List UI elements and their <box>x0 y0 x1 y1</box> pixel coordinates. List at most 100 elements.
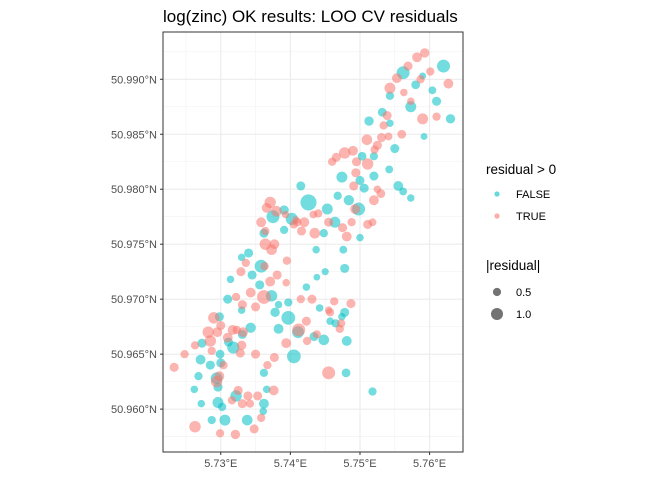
data-point-false <box>341 368 351 378</box>
data-point-false <box>255 280 265 290</box>
data-point-false <box>258 398 269 409</box>
data-point-true <box>261 226 270 236</box>
data-point-false <box>411 80 421 90</box>
data-point-true <box>208 312 220 324</box>
legend-size-title: |residual| <box>486 258 540 273</box>
data-point-false <box>247 270 257 280</box>
plot-panel <box>162 31 464 453</box>
y-tick-label: 50.985°N <box>111 129 157 141</box>
data-point-true <box>190 341 200 350</box>
y-tick-label: 50.970°N <box>111 294 157 306</box>
data-point-true <box>261 202 272 213</box>
data-point-true <box>210 375 223 388</box>
data-point-false <box>259 407 267 416</box>
data-point-false <box>338 313 346 321</box>
data-point-true <box>338 223 348 233</box>
data-point-true <box>281 210 290 219</box>
data-point-false <box>279 225 289 235</box>
data-point-false <box>313 273 321 281</box>
data-point-true <box>403 61 413 71</box>
legend-key-true <box>494 213 500 219</box>
data-point-true <box>245 399 255 408</box>
data-point-true <box>243 391 253 401</box>
data-point-true <box>235 348 245 358</box>
data-point-false <box>364 116 374 126</box>
data-point-false <box>197 399 206 408</box>
data-point-false <box>190 385 199 394</box>
data-point-true <box>350 204 361 214</box>
data-point-true <box>397 129 407 139</box>
y-axis: 50.960°N 50.965°N 50.970°N 50.975°N 50.980°N… <box>111 74 163 416</box>
data-point-true <box>292 323 306 337</box>
data-point-true <box>236 340 247 351</box>
data-point-true <box>346 299 356 309</box>
data-point-true <box>347 218 356 227</box>
data-point-true <box>268 385 279 396</box>
data-point-true <box>251 302 261 312</box>
data-point-true <box>249 424 259 434</box>
data-point-true <box>324 306 333 314</box>
data-point-false <box>227 341 240 354</box>
data-point-true <box>169 362 179 372</box>
data-point-true <box>222 332 233 343</box>
data-point-false <box>205 360 215 370</box>
data-point-true <box>237 300 247 310</box>
data-point-true <box>289 220 299 229</box>
data-point-true <box>256 217 267 228</box>
data-point-true <box>312 330 321 339</box>
data-point-true <box>263 360 272 370</box>
data-point-true <box>253 391 263 401</box>
data-point-true <box>256 413 266 423</box>
legend-key-false <box>494 191 500 197</box>
legend-color-title: residual > 0 <box>486 162 556 177</box>
data-point-true <box>281 338 292 349</box>
data-point-false <box>270 307 280 318</box>
data-point-true <box>426 67 435 76</box>
data-point-false <box>226 275 235 284</box>
data-point-false <box>318 334 330 346</box>
data-point-false <box>207 415 216 425</box>
data-point-false <box>405 101 417 113</box>
x-tick-label: 5.76°E <box>413 458 446 470</box>
data-point-true <box>299 217 310 228</box>
data-point-false <box>336 171 348 183</box>
y-tick-label: 50.990°N <box>111 74 157 86</box>
data-point-false <box>357 151 367 161</box>
data-point-false <box>432 96 442 106</box>
data-point-false <box>341 336 352 346</box>
data-point-false <box>368 387 377 396</box>
data-point-true <box>227 396 237 405</box>
legend-label-false: FALSE <box>516 189 550 201</box>
data-point-true <box>282 278 290 287</box>
legend-size-label: 0.5 <box>516 287 531 299</box>
data-point-false <box>212 397 224 408</box>
y-tick-label: 50.965°N <box>111 349 157 361</box>
data-point-true <box>417 113 429 125</box>
data-point-false <box>259 368 269 377</box>
data-point-true <box>322 366 336 380</box>
legend-label-true: TRUE <box>516 211 546 223</box>
data-point-true <box>307 294 317 304</box>
data-point-false <box>399 187 408 196</box>
data-point-true <box>260 262 269 271</box>
data-point-false <box>195 354 206 365</box>
data-point-true <box>233 385 243 395</box>
data-point-false <box>321 203 333 215</box>
chart-title: log(zinc) OK results: LOO CV residuals <box>163 7 458 26</box>
data-point-true <box>204 335 217 347</box>
data-point-true <box>269 352 279 362</box>
data-point-false <box>262 385 271 394</box>
data-point-false <box>445 114 456 124</box>
panel-background <box>163 32 463 452</box>
y-tick-label: 50.980°N <box>111 184 157 196</box>
data-point-true <box>236 267 246 277</box>
legend-size-key <box>492 287 502 297</box>
data-point-false <box>194 371 203 381</box>
data-point-false <box>197 338 207 348</box>
x-axis: 5.73°E 5.74°E 5.75°E 5.76°E <box>204 452 446 470</box>
panel-border <box>162 31 464 453</box>
legend-color-entries: FALSE TRUE <box>494 189 550 223</box>
data-point-false <box>356 233 364 242</box>
data-point-false <box>273 323 284 334</box>
data-point-true <box>379 121 388 130</box>
